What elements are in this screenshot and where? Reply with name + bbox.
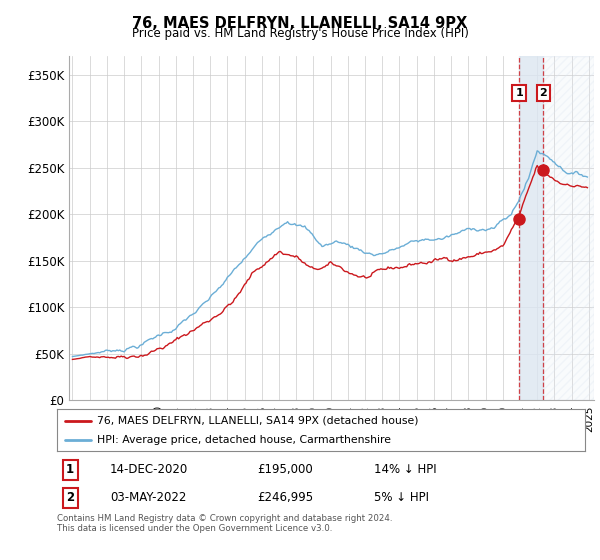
Bar <box>519 56 543 400</box>
Text: 76, MAES DELFRYN, LLANELLI, SA14 9PX (detached house): 76, MAES DELFRYN, LLANELLI, SA14 9PX (de… <box>97 416 418 426</box>
Text: 1: 1 <box>515 88 523 98</box>
Text: 14-DEC-2020: 14-DEC-2020 <box>110 463 188 476</box>
Text: 1: 1 <box>66 463 74 476</box>
Text: £246,995: £246,995 <box>257 491 314 505</box>
Text: £195,000: £195,000 <box>257 463 313 476</box>
Text: Price paid vs. HM Land Registry's House Price Index (HPI): Price paid vs. HM Land Registry's House … <box>131 27 469 40</box>
Text: 03-MAY-2022: 03-MAY-2022 <box>110 491 186 505</box>
Bar <box>543 56 594 400</box>
Bar <box>543 56 594 400</box>
Text: HPI: Average price, detached house, Carmarthenshire: HPI: Average price, detached house, Carm… <box>97 435 391 445</box>
Text: 2: 2 <box>66 491 74 505</box>
Text: 2: 2 <box>539 88 547 98</box>
Text: 5% ↓ HPI: 5% ↓ HPI <box>374 491 429 505</box>
Text: Contains HM Land Registry data © Crown copyright and database right 2024.
This d: Contains HM Land Registry data © Crown c… <box>57 514 392 534</box>
Text: 76, MAES DELFRYN, LLANELLI, SA14 9PX: 76, MAES DELFRYN, LLANELLI, SA14 9PX <box>133 16 467 31</box>
Text: 14% ↓ HPI: 14% ↓ HPI <box>374 463 436 476</box>
